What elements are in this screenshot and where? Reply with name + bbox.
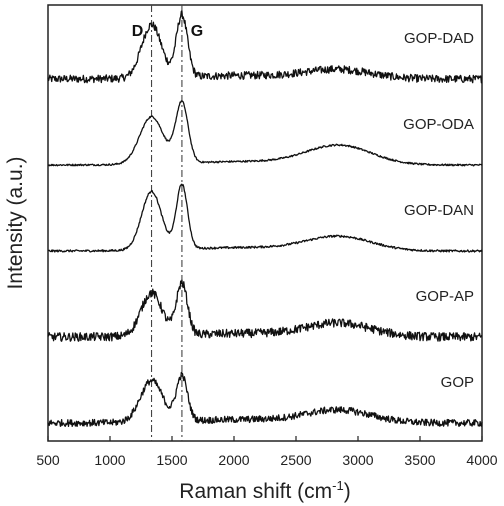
series-line-gop-oda — [47, 100, 483, 167]
x-axis-ticks: 500 1000 1500 2000 2500 3000 3500 4000 — [36, 436, 498, 468]
series-label-gop-dan: GOP-DAN — [404, 202, 474, 219]
series-line-gop — [47, 371, 483, 428]
band-marker-label-g: G — [191, 23, 203, 40]
series-label-gop-oda: GOP-ODA — [403, 116, 474, 133]
x-tick-label: 3000 — [342, 452, 373, 468]
series-lines — [47, 10, 483, 428]
band-marker-label-d: D — [132, 23, 144, 40]
x-axis-label: Raman shift (cm-1) — [179, 478, 350, 503]
series-labels: GOP-DAD GOP-ODA GOP-DAN GOP-AP GOP — [403, 30, 474, 391]
x-tick-label: 2000 — [218, 452, 249, 468]
x-tick-label: 1000 — [94, 452, 125, 468]
series-line-gop-dan — [47, 183, 483, 253]
x-tick-label: 1500 — [156, 452, 187, 468]
series-line-gop-dad — [47, 10, 483, 84]
x-tick-label: 3500 — [404, 452, 435, 468]
x-tick-label: 2500 — [280, 452, 311, 468]
series-label-gop-ap: GOP-AP — [416, 288, 474, 305]
x-tick-label: 500 — [36, 452, 60, 468]
series-label-gop: GOP — [441, 374, 474, 391]
series-label-gop-dad: GOP-DAD — [404, 30, 474, 47]
series-line-gop-ap — [47, 279, 483, 342]
x-tick-label: 4000 — [466, 452, 497, 468]
plot-frame — [47, 4, 483, 442]
y-axis-label: Intensity (a.u.) — [4, 156, 27, 289]
